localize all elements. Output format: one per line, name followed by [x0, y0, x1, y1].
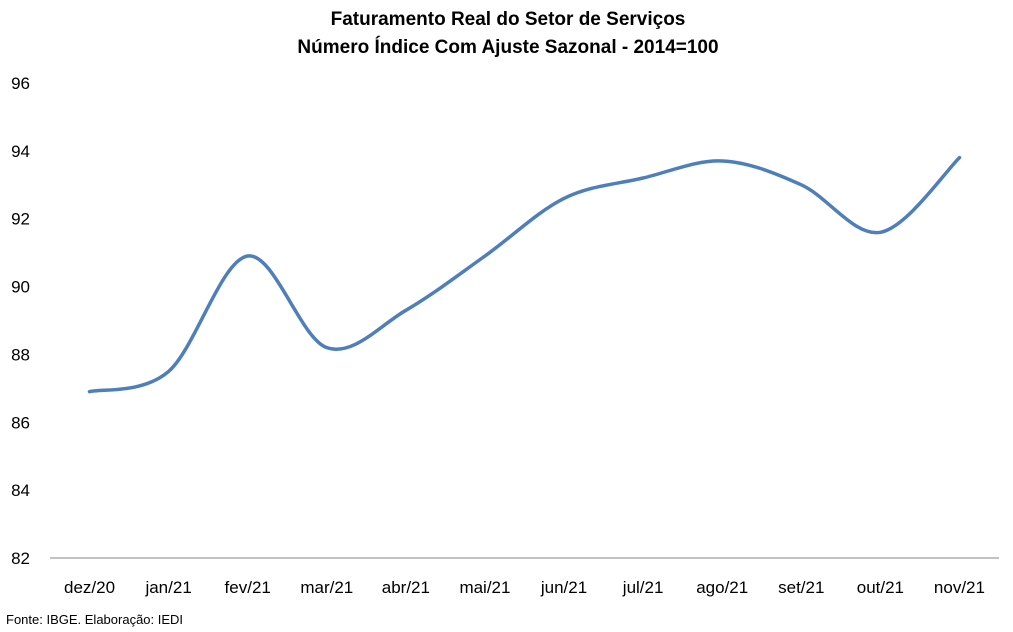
y-tick-label: 82: [11, 549, 30, 568]
y-tick-label: 90: [11, 278, 30, 297]
x-tick-label: mar/21: [300, 578, 353, 597]
chart-subtitle: Número Índice Com Ajuste Sazonal - 2014=…: [297, 36, 718, 58]
y-tick-label: 94: [11, 142, 30, 161]
x-axis-ticks: dez/20 jan/21 fev/21 mar/21 abr/21 mai/21 jun/…: [64, 578, 985, 597]
y-tick-label: 86: [11, 413, 30, 432]
source-note: Fonte: IBGE. Elaboração: IEDI: [6, 612, 183, 627]
x-tick-label: nov/21: [934, 578, 985, 597]
chart-title: Faturamento Real do Setor de Serviços: [331, 9, 686, 30]
x-tick-label: ago/21: [696, 578, 748, 597]
x-tick-label: set/21: [778, 578, 824, 597]
series-layer: [87, 155, 962, 394]
y-tick-label: 96: [11, 74, 30, 93]
x-tick-label: abr/21: [382, 578, 430, 597]
x-tick-label: mai/21: [459, 578, 510, 597]
x-tick-label: jun/21: [540, 578, 587, 597]
x-tick-label: fev/21: [225, 578, 271, 597]
x-tick-label: jan/21: [144, 578, 191, 597]
x-tick-label: dez/20: [64, 578, 115, 597]
y-axis-ticks: 82 84 86 88 90 92 94 96: [11, 74, 30, 568]
series-line: [87, 155, 962, 394]
x-tick-label: out/21: [857, 578, 904, 597]
y-tick-label: 84: [11, 481, 30, 500]
y-tick-label: 92: [11, 210, 30, 229]
x-tick-label: jul/21: [622, 578, 664, 597]
y-tick-label: 88: [11, 345, 30, 364]
